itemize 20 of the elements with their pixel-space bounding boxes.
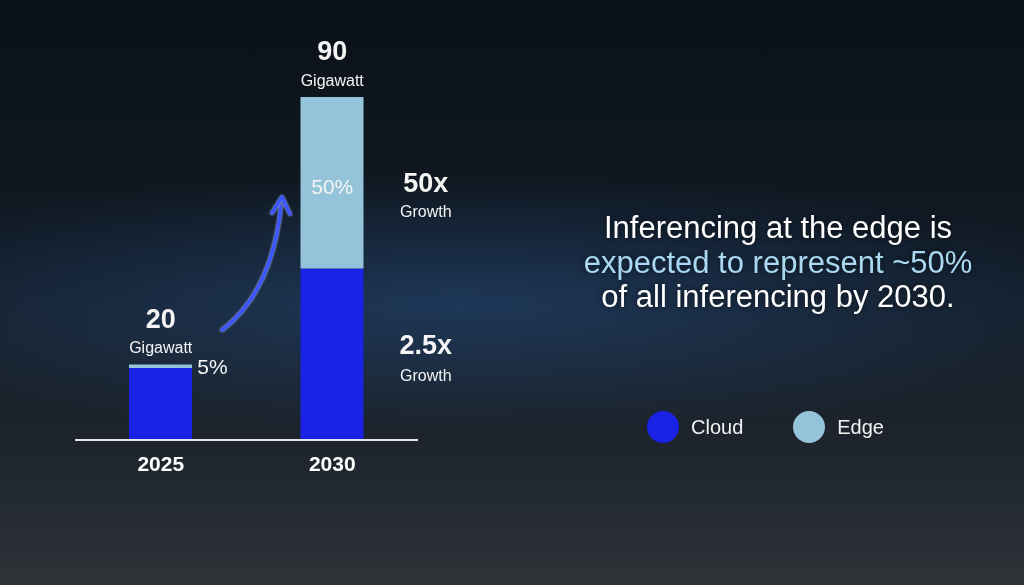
annotation: Growth (399, 203, 452, 221)
annotation: 20 (145, 303, 176, 334)
x-tick-label: 2030 (308, 451, 356, 475)
annotation: Gigawatt (300, 71, 365, 89)
annotation: 2.5x (399, 329, 453, 360)
legend-label: Edge (837, 415, 884, 439)
annotation: 50% (311, 175, 354, 199)
text: of all inferencing by 2030. (601, 279, 956, 315)
annotation: 50x (403, 168, 449, 199)
text: Inferencing at the edge is (602, 210, 954, 246)
bar (300, 97, 364, 269)
annotation: 5% (197, 354, 228, 378)
text: expected to represent ~50% (582, 244, 974, 280)
legend-label: Cloud (691, 415, 744, 439)
x-tick-label: 2025 (137, 451, 185, 475)
bar (129, 367, 192, 440)
annotation: Gigawatt (129, 339, 193, 357)
annotation: 90 (317, 36, 348, 67)
annotation: Growth (399, 366, 452, 384)
bar (300, 268, 364, 440)
